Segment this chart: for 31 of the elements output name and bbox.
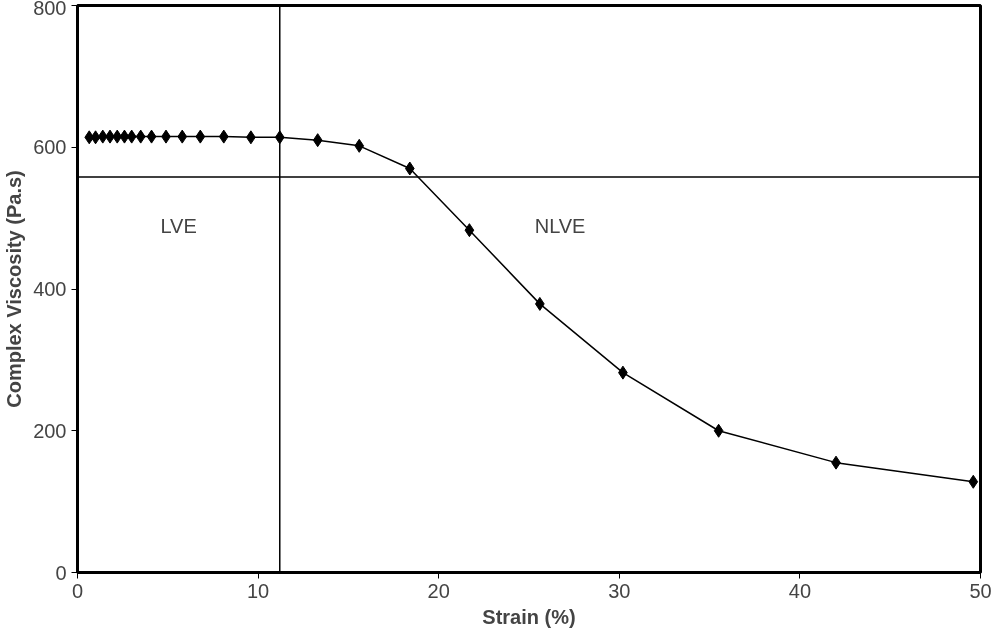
annotation: NLVE bbox=[534, 215, 586, 238]
x-tick-label: 10 bbox=[246, 579, 270, 602]
point bbox=[195, 129, 206, 144]
point bbox=[146, 129, 157, 144]
y-axis-title: Complex Viscosity (Pa.s) bbox=[3, 170, 26, 408]
x-tick-label: 50 bbox=[969, 579, 992, 602]
y-tick-label: 200 bbox=[33, 419, 67, 442]
point bbox=[713, 423, 724, 438]
x-tick-label: 40 bbox=[788, 579, 812, 602]
point bbox=[968, 474, 979, 489]
x-axis-title: Strain (%) bbox=[482, 605, 576, 628]
point bbox=[119, 129, 130, 144]
point bbox=[126, 129, 137, 144]
annotation: LVE bbox=[160, 215, 197, 238]
y-tick-label: 400 bbox=[33, 278, 67, 300]
point bbox=[404, 161, 415, 176]
y-tick-label: 0 bbox=[55, 561, 67, 584]
point bbox=[312, 133, 323, 148]
point bbox=[112, 129, 123, 144]
point bbox=[135, 129, 146, 144]
x-tick-label: 0 bbox=[71, 579, 84, 602]
point bbox=[354, 138, 365, 153]
x-tick-label: 20 bbox=[427, 579, 450, 602]
point bbox=[97, 129, 108, 144]
point bbox=[90, 130, 101, 145]
point bbox=[218, 129, 229, 144]
point bbox=[177, 129, 188, 144]
y-tick-label: 600 bbox=[33, 136, 67, 159]
y-tick-label: 800 bbox=[33, 0, 67, 19]
x-tick-label: 30 bbox=[608, 579, 631, 602]
point bbox=[464, 223, 475, 238]
